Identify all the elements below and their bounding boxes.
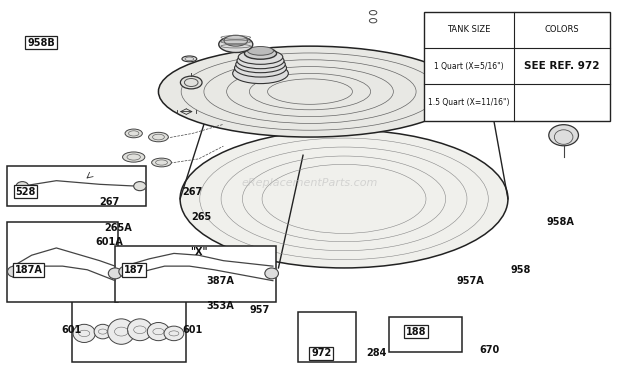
Ellipse shape xyxy=(238,50,283,64)
Text: 958: 958 xyxy=(510,265,531,275)
Ellipse shape xyxy=(152,158,172,167)
Ellipse shape xyxy=(148,323,170,341)
Text: 670: 670 xyxy=(479,345,500,355)
Ellipse shape xyxy=(236,56,285,73)
Ellipse shape xyxy=(125,129,143,138)
Ellipse shape xyxy=(244,47,277,59)
Bar xyxy=(425,12,610,121)
Ellipse shape xyxy=(16,182,29,191)
Text: 1 Quart (X=5/16"): 1 Quart (X=5/16") xyxy=(434,62,504,71)
Ellipse shape xyxy=(73,324,95,342)
Ellipse shape xyxy=(234,59,286,77)
Bar xyxy=(389,317,461,351)
Ellipse shape xyxy=(119,266,133,277)
Ellipse shape xyxy=(123,152,145,162)
Text: 528: 528 xyxy=(16,187,35,197)
Ellipse shape xyxy=(237,53,284,69)
Text: "X": "X" xyxy=(190,247,208,257)
Text: 601A: 601A xyxy=(95,238,123,247)
Ellipse shape xyxy=(94,324,112,339)
Text: 267: 267 xyxy=(182,187,203,197)
Text: 958B: 958B xyxy=(27,38,55,47)
Bar xyxy=(72,299,186,362)
Ellipse shape xyxy=(490,75,520,87)
Ellipse shape xyxy=(232,63,288,84)
Ellipse shape xyxy=(134,182,146,191)
Ellipse shape xyxy=(149,132,169,142)
Ellipse shape xyxy=(128,319,153,341)
Text: 972: 972 xyxy=(311,349,331,358)
Bar xyxy=(115,246,276,303)
Ellipse shape xyxy=(530,84,560,103)
Ellipse shape xyxy=(159,46,461,137)
Ellipse shape xyxy=(108,319,135,344)
Ellipse shape xyxy=(495,17,515,25)
Text: 265A: 265A xyxy=(104,223,132,233)
Text: 387A: 387A xyxy=(206,276,234,286)
Ellipse shape xyxy=(180,130,508,268)
Bar xyxy=(7,166,146,206)
Ellipse shape xyxy=(164,326,184,341)
Bar xyxy=(7,223,118,303)
Ellipse shape xyxy=(7,266,21,277)
Ellipse shape xyxy=(108,268,122,279)
Text: 601: 601 xyxy=(182,325,203,335)
Text: 601: 601 xyxy=(62,325,82,335)
Ellipse shape xyxy=(182,56,197,62)
Text: 353A: 353A xyxy=(206,301,234,311)
Text: 957A: 957A xyxy=(457,276,485,286)
Text: 957: 957 xyxy=(249,305,270,315)
Text: 267: 267 xyxy=(99,197,119,207)
Ellipse shape xyxy=(180,76,202,89)
Ellipse shape xyxy=(224,35,247,46)
Ellipse shape xyxy=(247,46,273,55)
Text: COLORS: COLORS xyxy=(544,25,579,34)
Text: 284: 284 xyxy=(366,349,387,358)
Ellipse shape xyxy=(549,125,578,146)
Text: SEE REF. 972: SEE REF. 972 xyxy=(524,61,600,71)
Text: 187: 187 xyxy=(123,265,144,275)
Text: eReplacementParts.com: eReplacementParts.com xyxy=(242,177,378,188)
Text: TANK SIZE: TANK SIZE xyxy=(447,25,490,34)
Text: 188: 188 xyxy=(406,327,427,337)
Ellipse shape xyxy=(219,36,253,53)
Text: 265: 265 xyxy=(192,212,212,222)
Text: 1.5 Quart (X=11/16"): 1.5 Quart (X=11/16") xyxy=(428,98,510,107)
Ellipse shape xyxy=(494,75,516,83)
Ellipse shape xyxy=(265,268,278,279)
Bar xyxy=(298,312,356,362)
Text: 958A: 958A xyxy=(547,218,575,227)
Text: 187A: 187A xyxy=(15,265,42,275)
